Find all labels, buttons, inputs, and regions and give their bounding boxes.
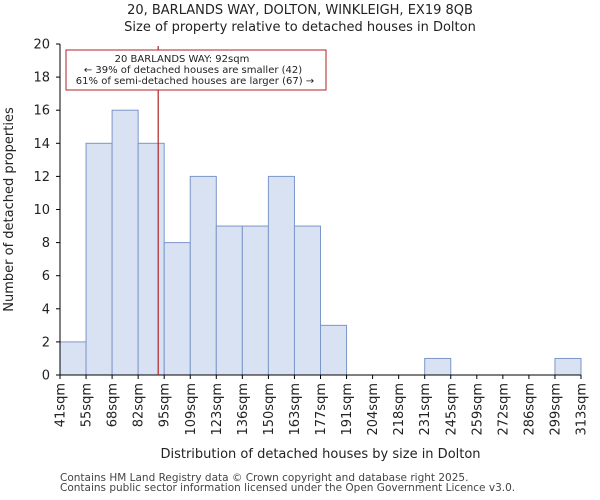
x-tick-label: 150sqm [262, 383, 277, 436]
y-tick-label: 0 [42, 369, 50, 384]
chart-title: 20, BARLANDS WAY, DOLTON, WINKLEIGH, EX1… [127, 3, 473, 18]
x-tick-label: 272sqm [496, 383, 511, 436]
x-tick-label: 299sqm [548, 383, 563, 436]
x-tick-label: 259sqm [470, 383, 485, 436]
x-tick-label: 41sqm [54, 383, 69, 427]
histogram-bar [267, 175, 295, 376]
x-tick-label: 95sqm [158, 383, 173, 427]
y-axis-title: Number of detached properties [2, 107, 17, 312]
y-tick-label: 2 [42, 335, 50, 350]
histogram-bar [215, 225, 243, 376]
y-tick-label: 10 [33, 203, 50, 218]
x-tick-label: 218sqm [392, 383, 407, 436]
x-tick-label: 68sqm [106, 383, 121, 427]
x-tick-label: 123sqm [210, 383, 225, 436]
annotation-line-1: 20 BARLANDS WAY: 92sqm [115, 54, 250, 65]
x-tick-label: 55sqm [80, 383, 95, 427]
histogram-bar [554, 357, 582, 376]
histogram-bar [241, 225, 269, 376]
x-tick-label: 191sqm [340, 383, 355, 436]
y-tick-label: 4 [42, 302, 50, 317]
x-tick-label: 136sqm [236, 383, 251, 436]
x-tick-label: 204sqm [366, 383, 381, 436]
footer-copyright: Contains HM Land Registry data © Crown c… [60, 472, 469, 484]
x-tick-label: 109sqm [184, 383, 199, 436]
y-tick-label: 14 [33, 137, 50, 152]
histogram-bar [111, 109, 139, 376]
x-tick-label: 82sqm [132, 383, 147, 427]
histogram-bar [424, 357, 452, 376]
y-tick-label: 16 [33, 104, 50, 119]
y-tick-label: 20 [33, 38, 50, 53]
histogram-bar [137, 142, 165, 376]
x-tick-label: 245sqm [444, 383, 459, 436]
chart-subtitle: Size of property relative to detached ho… [124, 20, 476, 35]
x-tick-label: 231sqm [418, 383, 433, 436]
histogram-bar [163, 242, 191, 376]
y-tick-label: 6 [42, 269, 50, 284]
y-tick-label: 8 [42, 236, 50, 251]
annotation-box [65, 49, 327, 91]
histogram-bar [320, 324, 348, 376]
histogram-bar [85, 142, 113, 376]
x-axis-title: Distribution of detached houses by size … [160, 447, 480, 462]
y-tick-label: 12 [33, 170, 50, 185]
y-tick-label: 18 [33, 71, 50, 86]
histogram-bar [293, 225, 322, 376]
histogram-bar [59, 341, 87, 376]
footer-licence: Contains public sector information licen… [60, 482, 516, 494]
x-tick-label: 163sqm [288, 383, 303, 436]
annotation-line-3: 61% of semi-detached houses are larger (… [76, 76, 314, 87]
x-tick-label: 286sqm [522, 383, 537, 436]
histogram-bar [189, 175, 217, 376]
annotation-line-2: ← 39% of detached houses are smaller (42… [84, 65, 302, 76]
x-tick-label: 177sqm [314, 383, 329, 436]
x-tick-label: 313sqm [575, 383, 590, 436]
